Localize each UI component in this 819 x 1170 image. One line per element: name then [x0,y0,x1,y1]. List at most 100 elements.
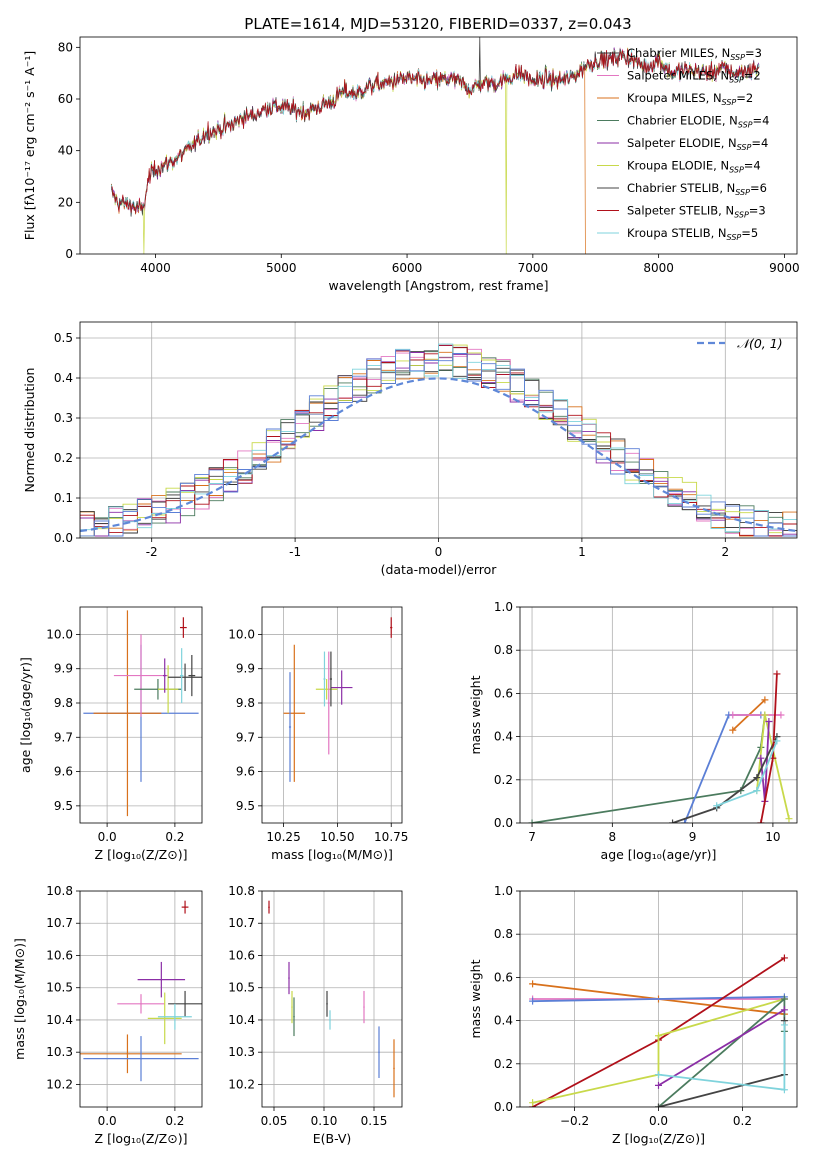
y-axis-label: Normed distribution [22,368,37,493]
x-tick-label: 0 [435,545,443,559]
data-point [140,1057,142,1060]
x-tick-label: 7000 [518,261,549,275]
y-tick-label: 80 [58,40,73,54]
age_vs_Z-plot-area [80,607,202,823]
y-tick-label: 0.0 [54,531,73,545]
x-tick-label: -2 [146,545,158,559]
data-point [390,626,393,629]
data-point [340,686,343,689]
data-point [325,688,328,691]
y-tick-label: 0 [65,247,73,261]
mass-weight-marker [713,802,721,810]
mass-weight-marker [780,1021,788,1029]
mass-weight-marker [773,737,781,745]
y-tick-label: 9.8 [54,696,73,710]
data-point [174,1015,176,1018]
y-tick-label: 0.0 [494,816,513,830]
mass-weight-marker [669,819,677,823]
mass-weight-marker [529,1099,537,1107]
data-point [126,712,129,715]
y-axis-label: mass weight [468,959,483,1038]
data-point [184,906,186,908]
y-tick-label: 9.8 [236,696,255,710]
data-point [326,1003,328,1005]
y-axis-label: Flux [fλ10⁻¹⁷ erg cm⁻² s⁻¹ A⁻¹] [22,51,37,240]
gaussian-curve [80,377,797,533]
mass-weight-marker [780,1006,788,1014]
age-vs-mass-panel: 10.25 10.50 10.75 9.5 9.6 9.7 9.8 9.9 10.0 mass [… [228,606,408,862]
y-tick-label: 9.5 [54,799,73,813]
y-tick-label: 10.8 [46,884,73,898]
mass_vs_Z-plot-area [80,891,202,1107]
figure-title: PLATE=1614, MJD=53120, FIBERID=0337, z=0… [244,15,631,33]
y-tick-label: 20 [58,195,73,209]
y-tick-label: 0.5 [54,331,73,345]
legend-label: Kroupa MILES, NSSP=2 [627,91,753,107]
y-tick-label: 10.5 [46,981,73,995]
x-tick-label: 0.05 [261,1114,288,1128]
y-tick-label: 0.4 [494,1014,513,1028]
y-axis-label: mass weight [468,675,483,754]
x-tick-label: 10 [765,830,780,844]
mass-weight-marker [765,717,773,725]
mass-weight-marker [753,787,761,795]
mass-weight-marker [777,711,785,719]
mass-weight-marker [757,819,765,823]
data-point [184,676,186,679]
x-axis-label: Z [log₁₀(Z/Z⊙)] [95,1131,188,1146]
y-tick-label: 1.0 [494,600,513,614]
x-tick-label: 0.2 [165,830,184,844]
mass-weight-marker [780,995,788,1003]
mass_weight_vs_Z-plot-area [520,891,797,1107]
legend-label: Salpeter ELODIE, NSSP=4 [627,136,768,152]
x-axis-label: mass [log₁₀(M/M⊙)] [271,847,393,862]
data-point [160,978,163,981]
legend-label: Salpeter MILES, NSSP=2 [627,69,761,85]
y-tick-label: 10.3 [228,1045,255,1059]
y-tick-label: 0.3 [54,411,73,425]
mass-weight-marker [729,726,737,734]
data-point [393,1067,395,1070]
y-tick-label: 0.4 [494,730,513,744]
residuals-frame [79,321,798,539]
x-tick-label: 10.25 [266,830,300,844]
y-tick-label: 10.6 [46,948,73,962]
data-point [330,678,332,680]
x-tick-label: 6000 [392,261,423,275]
y-tick-label: 9.7 [54,730,73,744]
y-tick-label: 10.6 [228,948,255,962]
mass-weight-marker [655,1103,662,1107]
y-tick-label: 9.7 [236,730,255,744]
y-tick-label: 10.2 [228,1077,255,1091]
data-point [140,1003,142,1005]
mass-weight-marker [761,696,769,704]
y-tick-label: 0.8 [494,927,513,941]
residuals-plot-area [80,322,797,538]
x-tick-label: 0.2 [733,1114,752,1128]
mass-weight-marker [529,997,537,1005]
mass-weight-series [532,995,785,1003]
legend-label: Kroupa ELODIE, NSSP=4 [627,159,761,175]
x-axis-label: age [log₁₀(age/yr)] [601,847,717,862]
y-tick-label: 10.4 [228,1013,255,1027]
data-point [289,726,291,728]
data-point [191,674,193,677]
y-tick-label: 10.7 [46,916,73,930]
x-tick-label: 8000 [643,261,674,275]
y-tick-label: 10.2 [46,1077,73,1091]
y-tick-label: 9.5 [236,799,255,813]
x-tick-label: 7 [528,830,536,844]
mass-weight-marker [757,754,765,762]
mass_vs_EBV-frame [261,890,403,1108]
mass-weight-marker [528,819,536,823]
x-tick-label: 0.15 [361,1114,388,1128]
y-tick-label: 0.1 [54,491,73,505]
x-tick-label: 0.10 [311,1114,338,1128]
data-point [293,712,296,715]
x-tick-label: 9000 [769,261,800,275]
x-tick-label: −0.2 [560,1114,589,1128]
x-axis-label: Z [log₁₀(Z/Z⊙)] [95,847,188,862]
mass-weight-marker [681,819,689,823]
y-tick-label: 10.5 [228,981,255,995]
